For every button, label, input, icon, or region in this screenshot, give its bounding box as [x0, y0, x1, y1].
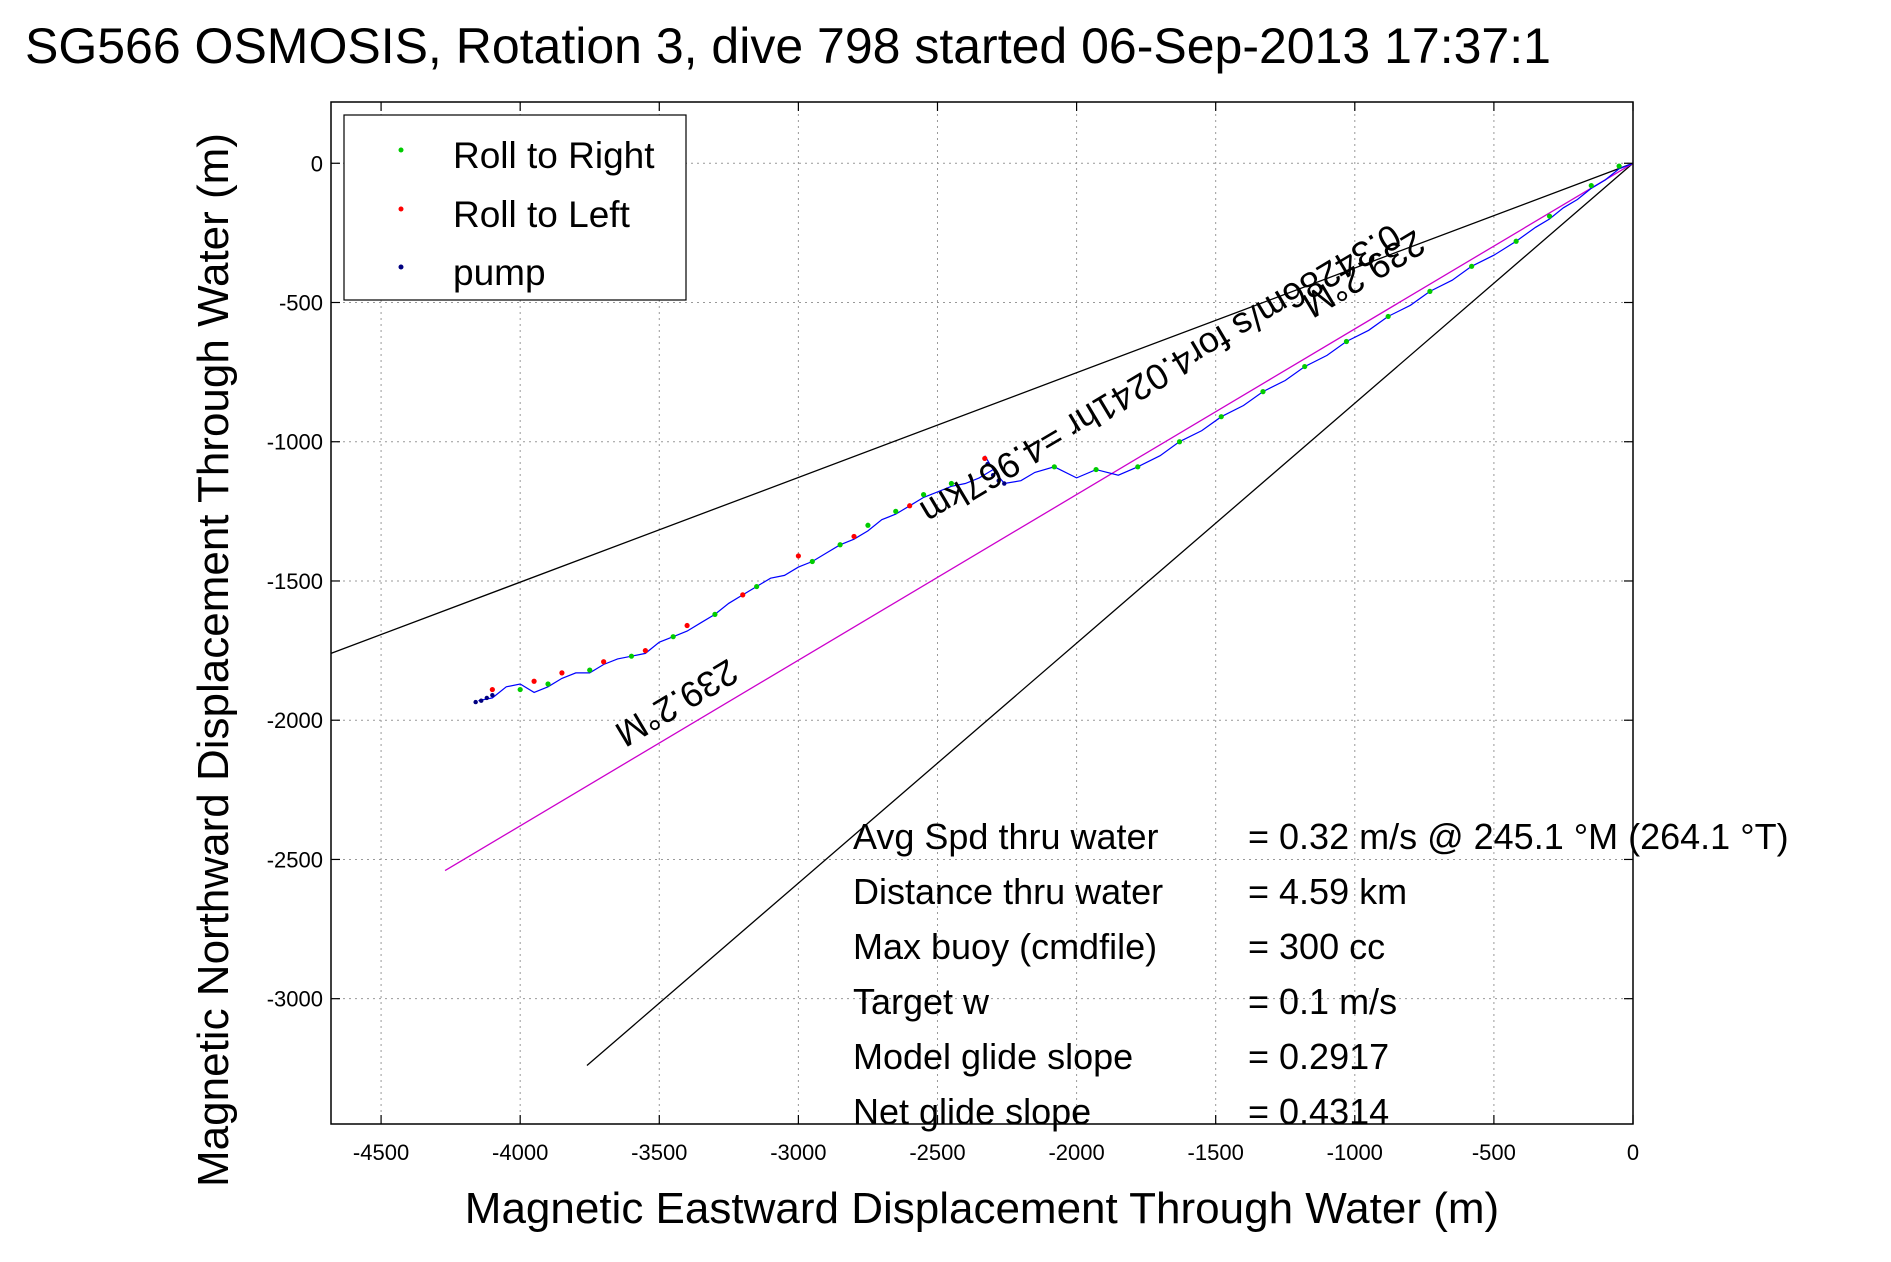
y-tick-label: -2500 — [267, 847, 323, 872]
legend-label-roll-left: Roll to Left — [453, 194, 631, 235]
pump-point — [996, 478, 1001, 483]
y-tick-label: -2000 — [267, 708, 323, 733]
roll-right-point — [1302, 363, 1308, 370]
pump-point — [990, 472, 996, 478]
roll-right-point — [920, 492, 927, 498]
roll-right-point — [1260, 389, 1266, 395]
stat-label: Net glide slope — [853, 1091, 1091, 1132]
stat-label: Avg Spd thru water — [853, 816, 1159, 857]
roll-right-point — [1513, 238, 1519, 244]
pump-point — [473, 699, 478, 705]
x-tick-label: -4500 — [353, 1140, 409, 1165]
guide-lines — [330, 162, 1634, 1067]
pump-point — [484, 695, 489, 701]
plot-frame — [330, 101, 1634, 1125]
roll-right-point — [517, 686, 523, 693]
upper-heading-line — [330, 162, 1634, 654]
stat-label: Distance thru water — [853, 871, 1163, 912]
y-tick-label: -500 — [279, 291, 323, 316]
stat-value: = 0.4314 — [1248, 1091, 1389, 1132]
roll-right-point — [1176, 439, 1183, 445]
roll-left-point — [795, 553, 801, 559]
annotation: 239.2°M — [609, 651, 746, 755]
y-tick-label: -1500 — [267, 569, 323, 594]
roll-left-point — [559, 670, 565, 676]
stat-label: Target w — [853, 981, 990, 1022]
x-tick-label: -1500 — [1188, 1140, 1244, 1165]
x-tick-label: -3500 — [631, 1140, 687, 1165]
y-tick-label: 0 — [311, 151, 323, 176]
roll-right-point — [1051, 464, 1057, 470]
stat-value: = 0.32 m/s @ 245.1 °M (264.1 °T) — [1248, 816, 1789, 857]
x-tick-label: -3000 — [770, 1140, 826, 1165]
roll-left-point — [740, 592, 746, 598]
roll-right-point — [628, 653, 635, 659]
stat-label: Model glide slope — [853, 1036, 1133, 1077]
x-tick-label: 0 — [1627, 1140, 1639, 1165]
x-tick-label: -4000 — [492, 1140, 548, 1165]
stat-label: Max buoy (cmdfile) — [853, 926, 1157, 967]
roll-right-point — [1135, 464, 1141, 470]
annotation: 0.34286m/s for4.0241hr =4.967km — [914, 216, 1409, 533]
y-tick-label: -3000 — [267, 987, 323, 1012]
roll-right-point — [1093, 466, 1099, 473]
y-axis-title: Magnetic Northward Displacement Through … — [189, 133, 238, 1187]
annotations: 239.2°M0.34286m/s for4.0241hr =4.967km23… — [609, 216, 1433, 755]
roll-right-point — [1343, 338, 1350, 345]
roll-right-point — [1469, 263, 1475, 269]
roll-left-point — [489, 686, 495, 693]
stats-block: Avg Spd thru water = 0.32 m/s @ 245.1 °M … — [853, 816, 1789, 1132]
pump-point — [985, 461, 990, 467]
roll-right-point — [837, 542, 843, 548]
legend: Roll to Right Roll to Left pump — [343, 114, 687, 301]
legend-marker-roll-left — [398, 206, 404, 212]
roll-right-point — [865, 522, 871, 528]
x-tick-label: -2500 — [909, 1140, 965, 1165]
legend-marker-roll-right — [398, 147, 404, 153]
roll-right-point — [809, 558, 815, 565]
roll-left-point — [684, 622, 690, 629]
roll-left-point — [531, 678, 537, 684]
roll-right-point — [1427, 288, 1433, 294]
pump-point — [1002, 481, 1007, 486]
legend-label-pump: pump — [453, 252, 546, 293]
pump-point — [490, 692, 495, 698]
roll-right-point — [754, 583, 760, 590]
roll-right-point — [1385, 313, 1391, 320]
ticks: -4500 -4000 -3500 -3000 -2500 -2000 -1500 -1000… — [267, 102, 1639, 1165]
markers — [473, 163, 1622, 705]
roll-right-point — [1616, 163, 1622, 169]
roll-right-point — [1546, 213, 1553, 219]
stat-value: = 0.2917 — [1248, 1036, 1389, 1077]
roll-left-point — [907, 503, 913, 509]
x-axis-title: Magnetic Eastward Displacement Through W… — [465, 1184, 1499, 1233]
legend-marker-pump — [398, 264, 404, 270]
stat-value: = 300 cc — [1248, 926, 1385, 967]
roll-right-point — [1588, 182, 1594, 189]
roll-right-point — [1218, 414, 1224, 420]
x-tick-label: -2000 — [1048, 1140, 1104, 1165]
chart-title: SG566 OSMOSIS, Rotation 3, dive 798 star… — [25, 18, 1551, 74]
roll-right-point — [545, 681, 551, 687]
mean-heading-line — [444, 162, 1634, 872]
roll-right-point — [893, 508, 899, 514]
stat-value: = 4.59 km — [1248, 871, 1407, 912]
roll-left-point — [642, 647, 648, 654]
roll-left-point — [982, 455, 988, 462]
roll-left-point — [601, 659, 607, 665]
roll-right-point — [948, 480, 954, 487]
y-tick-label: -1000 — [267, 430, 323, 455]
roll-right-point — [670, 634, 676, 640]
legend-label-roll-right: Roll to Right — [453, 135, 655, 176]
roll-right-point — [712, 611, 718, 617]
roll-right-point — [587, 667, 593, 673]
lower-heading-line — [586, 162, 1634, 1067]
stat-value: = 0.1 m/s — [1248, 981, 1397, 1022]
pump-point — [479, 698, 484, 703]
x-tick-label: -1000 — [1327, 1140, 1383, 1165]
roll-left-point — [851, 533, 857, 540]
x-tick-label: -500 — [1472, 1140, 1516, 1165]
